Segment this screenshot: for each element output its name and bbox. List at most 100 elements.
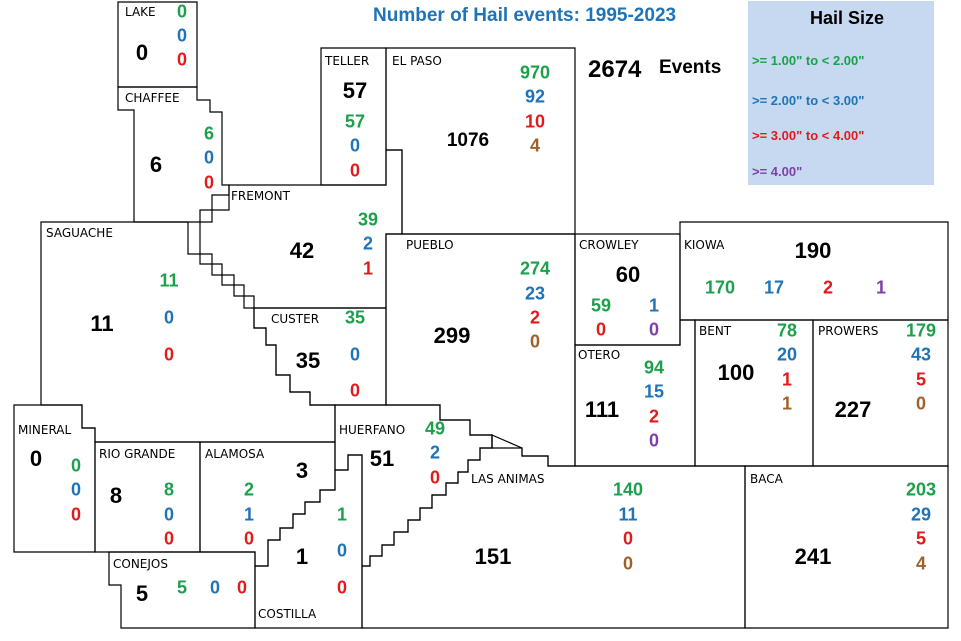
county-count-baca-size-1: 203 [905,479,937,500]
county-count-baca-size-3: 5 [915,528,927,549]
county-total-kiowa: 190 [794,238,832,263]
county-count-las-animas-size-1: 140 [612,479,644,500]
county-total-las-animas: 151 [474,544,512,569]
county-label-conejos: CONEJOS [113,557,168,571]
county-count-prowers-size-1: 179 [905,320,937,341]
county-bent-boundary [694,319,814,467]
legend-item-size-3: >= 3.00" to < 4.00" [752,128,865,143]
county-total-mineral: 0 [29,446,43,471]
legend-item-size-4: >= 4.00" [752,164,803,179]
county-count-costilla-size-1: 1 [336,504,348,525]
county-count-custer-size-3: 0 [349,380,361,401]
county-count-lake-size-1: 0 [176,1,188,22]
county-label-kiowa: KIOWA [684,238,725,252]
county-count-prowers-size-4: 0 [915,393,927,414]
county-count-prowers-size-2: 43 [910,344,932,365]
county-mineral-boundary [13,404,96,553]
county-count-saguache-size-1: 11 [159,270,179,291]
county-kiowa-boundary [679,221,949,321]
county-label-las-animas: LAS ANIMAS [471,472,545,486]
county-total-conejos: 5 [135,581,149,606]
county-count-otero-size-4: 0 [648,430,660,451]
county-count-saguache-size-2: 0 [163,307,175,328]
county-count-alamosa-size-2: 1 [243,504,255,525]
county-label-otero: OTERO [578,348,621,362]
county-total-costilla: 1 [295,544,309,569]
county-count-el-paso-size-4: 4 [529,135,541,156]
county-count-rio-grande-size-1: 8 [163,479,175,500]
county-count-crowley-size-3: 0 [595,319,607,340]
county-count-kiowa-size-1: 170 [704,277,736,298]
county-label-fremont: FREMONT [231,189,290,203]
county-conejos-boundary [108,551,256,629]
county-count-pueblo-size-1: 274 [519,258,551,279]
county-label-teller: TELLER [325,54,370,68]
county-total-chaffee: 6 [149,152,163,177]
county-count-chaffee-size-2: 0 [203,147,215,168]
county-total-alamosa: 3 [295,458,309,483]
county-count-las-animas-size-4: 0 [622,553,634,574]
county-count-pueblo-size-2: 23 [524,283,546,304]
county-las-animas-boundary [361,434,746,629]
county-total-otero: 111 [584,397,620,422]
county-label-costilla: COSTILLA [258,607,317,621]
county-count-huerfano-size-1: 49 [424,418,446,439]
county-total-prowers: 227 [834,397,872,422]
legend-title: Hail Size [810,8,885,28]
county-label-saguache: SAGUACHE [46,226,113,240]
county-count-las-animas-size-3: 0 [622,528,634,549]
county-label-huerfano: HUERFANO [339,423,406,437]
legend-item-size-2: >= 2.00" to < 3.00" [752,93,865,108]
county-count-alamosa-size-1: 2 [243,479,255,500]
county-total-saguache: 11 [90,311,114,336]
map-title: Number of Hail events: 1995-2023 [373,5,677,26]
county-count-costilla-size-2: 0 [336,540,348,561]
county-count-chaffee-size-3: 0 [203,172,215,193]
county-count-baca-size-2: 29 [910,504,932,525]
county-count-custer-size-2: 0 [349,344,361,365]
county-total-baca: 241 [794,544,832,569]
county-count-rio-grande-size-3: 0 [163,528,175,549]
county-count-huerfano-size-3: 0 [429,467,441,488]
county-total-lake: 0 [135,40,149,65]
county-total-crowley: 60 [615,262,641,287]
county-count-conejos-size-1: 5 [176,577,188,598]
county-count-kiowa-size-3: 2 [822,277,834,298]
county-count-custer-size-1: 35 [344,307,366,328]
legend: Hail Size >= 1.00" to < 2.00" >= 2.00" t… [748,1,934,185]
county-total-teller: 57 [342,78,368,103]
county-count-conejos-size-3: 0 [236,577,248,598]
county-label-custer: CUSTER [271,312,320,326]
county-label-bent: BENT [699,324,732,338]
county-count-lake-size-2: 0 [176,25,188,46]
county-total-fremont: 42 [289,238,315,263]
county-label-mineral: MINERAL [18,423,72,437]
county-count-el-paso-size-2: 92 [524,86,546,107]
county-label-lake: LAKE [125,5,156,19]
county-count-otero-size-3: 2 [648,406,660,427]
county-total-pueblo: 299 [433,323,471,348]
county-count-fremont-size-3: 1 [362,258,374,279]
county-count-bent-size-1: 78 [776,320,798,341]
county-label-prowers: PROWERS [818,324,879,338]
grand-total-label: Events [659,57,722,78]
county-count-kiowa-size-4: 1 [875,277,887,298]
county-count-las-animas-size-2: 11 [618,504,638,525]
county-count-alamosa-size-3: 0 [243,528,255,549]
county-label-rio-grande: RIO GRANDE [99,447,176,461]
county-count-mineral-size-1: 0 [70,455,82,476]
county-count-prowers-size-3: 5 [915,369,927,390]
county-count-bent-size-2: 20 [776,344,798,365]
county-prowers-boundary [812,319,949,467]
county-count-pueblo-size-3: 2 [529,307,541,328]
legend-item-size-1: >= 1.00" to < 2.00" [752,53,865,68]
county-count-chaffee-size-1: 6 [203,123,215,144]
county-total-el-paso: 1076 [446,130,490,151]
county-count-mineral-size-2: 0 [70,479,82,500]
county-otero-boundary [574,319,696,467]
county-label-baca: BACA [750,472,783,486]
county-count-teller-size-3: 0 [349,160,361,181]
county-count-el-paso-size-3: 10 [524,111,546,132]
county-count-otero-size-2: 15 [643,381,665,402]
